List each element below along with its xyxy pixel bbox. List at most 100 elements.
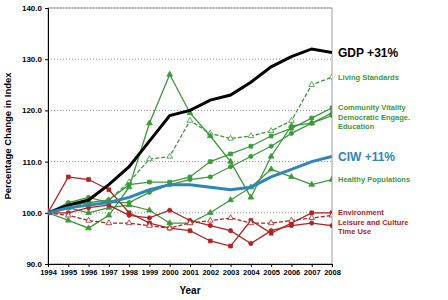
series-line	[48, 213, 332, 228]
x-tick-label: 2000	[162, 268, 179, 277]
x-tick-label: 1995	[60, 268, 77, 277]
marker	[329, 212, 332, 217]
y-tick: 120.0	[22, 106, 48, 115]
x-axis-title: Year	[179, 285, 200, 296]
plot-frame	[48, 8, 332, 264]
x-tick-label: 2006	[284, 268, 301, 277]
marker-group	[48, 74, 332, 215]
marker-group	[48, 210, 332, 230]
marker	[107, 188, 111, 192]
x-tick-mark	[210, 264, 211, 267]
marker	[269, 144, 273, 148]
marker	[269, 134, 273, 138]
marker	[248, 220, 254, 225]
marker	[249, 144, 253, 148]
marker	[147, 207, 153, 212]
marker	[86, 210, 92, 215]
series-label: Healthy Populations	[338, 175, 410, 184]
y-tick-label: 140.0	[22, 4, 43, 13]
grid	[48, 8, 332, 264]
marker	[66, 175, 70, 179]
x-tick: 1999	[142, 264, 159, 277]
marker	[208, 239, 212, 243]
y-tick: 110.0	[22, 158, 48, 167]
series-line	[48, 169, 332, 223]
marker	[208, 223, 212, 227]
marker	[126, 202, 132, 207]
chart: 90.0100.0110.0120.0130.0140.019941995199…	[0, 0, 448, 300]
x-tick-label: 2002	[202, 268, 219, 277]
x-tick-mark	[48, 264, 49, 267]
marker	[147, 156, 153, 161]
x-tick-label: 2008	[324, 268, 341, 277]
x-axis: 19941995 199619971998 1999200020012002 2003…	[40, 264, 341, 277]
x-tick: 2007	[304, 264, 321, 277]
marker	[329, 176, 332, 181]
marker	[86, 225, 92, 230]
series-labels: GDP +31%Living StandardsCommunity Vitali…	[338, 46, 410, 237]
marker	[86, 217, 92, 222]
marker	[167, 220, 173, 225]
marker	[228, 165, 232, 169]
marker	[329, 74, 332, 79]
x-tick-label: 2003	[223, 268, 240, 277]
x-tick-label: 1998	[121, 268, 138, 277]
marker	[249, 154, 253, 158]
marker	[147, 120, 153, 125]
series-label: GDP +31%	[338, 46, 398, 60]
marker	[167, 71, 173, 76]
marker	[268, 128, 274, 133]
marker	[309, 181, 315, 186]
marker	[289, 217, 295, 222]
x-tick-mark	[251, 264, 252, 267]
marker	[309, 215, 315, 220]
marker	[167, 225, 173, 230]
series-label: Leisure and Culture	[338, 218, 408, 227]
y-tick: 130.0	[22, 55, 48, 64]
x-tick-mark	[68, 264, 69, 267]
x-tick: 1995	[60, 264, 77, 277]
marker	[309, 82, 315, 87]
marker	[268, 220, 274, 225]
series-label: Education	[338, 122, 375, 131]
y-tick-mark	[45, 264, 48, 265]
x-tick-mark	[190, 264, 191, 267]
y-axis-line	[45, 9, 49, 265]
marker	[228, 215, 234, 220]
y-tick-label: 100.0	[22, 209, 43, 218]
marker	[248, 133, 254, 138]
x-tick-mark	[129, 264, 130, 267]
marker	[208, 175, 212, 179]
series-line	[48, 75, 332, 229]
series-line	[48, 205, 332, 243]
marker	[269, 229, 273, 233]
x-tick: 1994	[40, 264, 58, 277]
marker	[188, 229, 192, 233]
x-tick-label: 1996	[81, 268, 98, 277]
x-tick-mark	[312, 264, 313, 267]
y-tick: 100.0	[22, 209, 48, 218]
series-label: Community Vitality	[338, 103, 407, 112]
x-tick: 1998	[121, 264, 138, 277]
marker	[208, 160, 212, 164]
marker	[229, 152, 233, 156]
x-tick-label: 1994	[40, 268, 58, 277]
marker-group	[48, 203, 332, 246]
x-tick: 2002	[202, 264, 219, 277]
marker	[207, 133, 213, 138]
marker	[310, 121, 314, 125]
x-tick-label: 1997	[101, 268, 118, 277]
marker	[330, 223, 332, 227]
y-tick-mark	[45, 213, 48, 214]
x-tick-label: 2001	[182, 268, 199, 277]
series-line	[48, 156, 332, 212]
marker	[147, 222, 153, 227]
marker	[187, 117, 193, 122]
marker	[289, 223, 293, 227]
plot: 90.0100.0110.0120.0130.0140.019941995199…	[22, 4, 341, 277]
marker	[310, 221, 314, 225]
y-tick-mark	[45, 110, 48, 111]
marker	[87, 178, 91, 182]
marker	[228, 135, 234, 140]
marker	[330, 106, 332, 110]
